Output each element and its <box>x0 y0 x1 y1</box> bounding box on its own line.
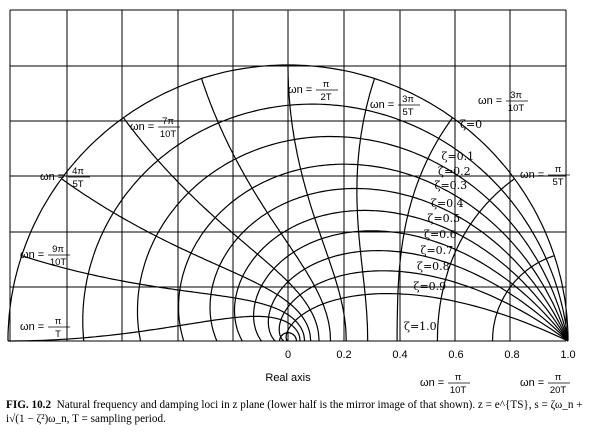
caption-label: FIG. 10.2 <box>6 399 52 411</box>
wn-label-num-4: π <box>323 79 330 90</box>
wn-label-den-9: T <box>55 329 61 340</box>
zeta-curve-4 <box>209 187 569 342</box>
wn-label-symbol-6: ωn = <box>130 121 154 133</box>
zeta-label-7: ζ=0.7 <box>421 244 454 257</box>
wn-label-num-6: 7π <box>162 116 174 127</box>
frequency-loci <box>8 65 555 342</box>
wn-curve-4 <box>287 65 347 342</box>
wn-curve-6 <box>122 117 320 342</box>
wn-label-4: ωn = π 2T <box>288 79 338 103</box>
wn-label-num-7: 4π <box>72 166 84 177</box>
zeta-label-5: ζ=0.5 <box>428 212 461 225</box>
wn-label-symbol-3: ωn = <box>520 169 544 181</box>
wn-label-5: ωn = 3π 5T <box>370 94 420 118</box>
wn-curve-7 <box>61 178 312 342</box>
x-axis-label: Real axis <box>265 372 311 384</box>
wn-label-symbol-1: ωn = <box>420 377 444 389</box>
wn-label-num-0: π <box>555 372 562 383</box>
wn-curve-2 <box>396 117 454 341</box>
zeta-curve-10 <box>279 332 297 341</box>
wn-curve-9 <box>8 315 301 342</box>
x-tick-2: 0.4 <box>392 349 407 361</box>
wn-curve-5 <box>200 78 332 342</box>
wn-label-num-8: 9π <box>52 244 64 255</box>
wn-label-num-2: 3π <box>510 90 522 101</box>
zeta-curve-5 <box>233 209 569 342</box>
wn-label-symbol-0: ωn = <box>520 377 544 389</box>
wn-label-num-5: 3π <box>402 94 414 105</box>
zeta-label-10: ζ=1.0 <box>404 320 437 333</box>
zeta-curve-6 <box>253 230 569 342</box>
wn-label-symbol-2: ωn = <box>478 95 502 107</box>
wn-label-9: ωn = πT <box>20 316 70 340</box>
wn-label-num-9: π <box>55 316 62 327</box>
wn-label-den-6: 10T <box>160 129 177 140</box>
zeta-curve-1 <box>82 103 569 342</box>
x-tick-1: 0.2 <box>336 349 351 361</box>
wn-label-den-1: 10T <box>450 385 467 396</box>
wn-label-den-0: 20T <box>550 385 567 396</box>
wn-curve-0 <box>491 255 555 342</box>
zeta-label-6: ζ=0.6 <box>424 228 457 241</box>
wn-curve-8 <box>21 255 306 342</box>
zeta-label-3: ζ=0.3 <box>435 179 468 192</box>
wn-label-den-7: 5T <box>72 179 83 190</box>
x-tick-0: 0 <box>285 349 291 361</box>
wn-label-den-2: 10T <box>508 103 525 114</box>
wn-label-den-8: 10T <box>50 257 67 268</box>
zeta-label-1: ζ=0.1 <box>442 150 475 163</box>
wn-label-2: ωn = 3π 10T <box>478 90 528 114</box>
wn-label-symbol-7: ωn = <box>40 171 64 183</box>
x-axis-ticks: 0 0.2 0.4 0.6 0.8 1.0 <box>285 349 576 361</box>
wn-curve-1 <box>436 178 515 342</box>
wn-label-0: ωn = π 20T <box>520 372 570 396</box>
wn-label-den-4: 2T <box>320 92 331 103</box>
wn-label-num-3: π <box>555 164 562 175</box>
z-plane-diagram: ζ=0 ζ=0.1 ζ=0.2ζ=0.3 ζ=0.4 ζ=0.5 ζ=0.6 ζ=0.7 ζ=… <box>7 9 576 396</box>
wn-label-num-1: π <box>455 372 462 383</box>
x-tick-3: 0.6 <box>448 349 463 361</box>
wn-curve-3 <box>356 78 376 342</box>
zeta-label-0: ζ=0 <box>460 118 482 131</box>
wn-label-1: ωn = π 10T <box>420 372 470 396</box>
zeta-label-8: ζ=0.8 <box>417 260 450 273</box>
wn-label-3: ωn = π 5T <box>520 164 570 188</box>
zeta-label-2: ζ=0.2 <box>438 165 471 178</box>
wn-label-8: ωn = 9π 10T <box>20 244 70 268</box>
zeta-curve-3 <box>178 163 569 342</box>
wn-label-symbol-8: ωn = <box>20 249 44 261</box>
wn-label-symbol-4: ωn = <box>288 84 312 96</box>
wn-label-6: ωn = 7π 10T <box>130 116 180 140</box>
wn-label-symbol-5: ωn = <box>370 99 394 111</box>
x-tick-5: 1.0 <box>560 349 575 361</box>
wn-label-symbol-9: ωn = <box>20 321 44 333</box>
wn-label-den-5: 5T <box>402 107 413 118</box>
curve-labels: ζ=0 ζ=0.1 ζ=0.2ζ=0.3 ζ=0.4 ζ=0.5 ζ=0.6 ζ=0.7 ζ=… <box>20 79 570 396</box>
zeta-label-4: ζ=0.4 <box>431 197 464 210</box>
x-tick-4: 0.8 <box>504 349 519 361</box>
caption-text: Natural frequency and damping loci in z … <box>6 399 583 425</box>
figure-caption: FIG. 10.2 Natural frequency and damping … <box>6 398 588 426</box>
zeta-label-9: ζ=0.9 <box>414 280 447 293</box>
wn-label-den-3: 5T <box>552 177 563 188</box>
zeta-curve-2 <box>136 135 569 342</box>
wn-label-7: ωn = 4π 5T <box>40 166 90 190</box>
